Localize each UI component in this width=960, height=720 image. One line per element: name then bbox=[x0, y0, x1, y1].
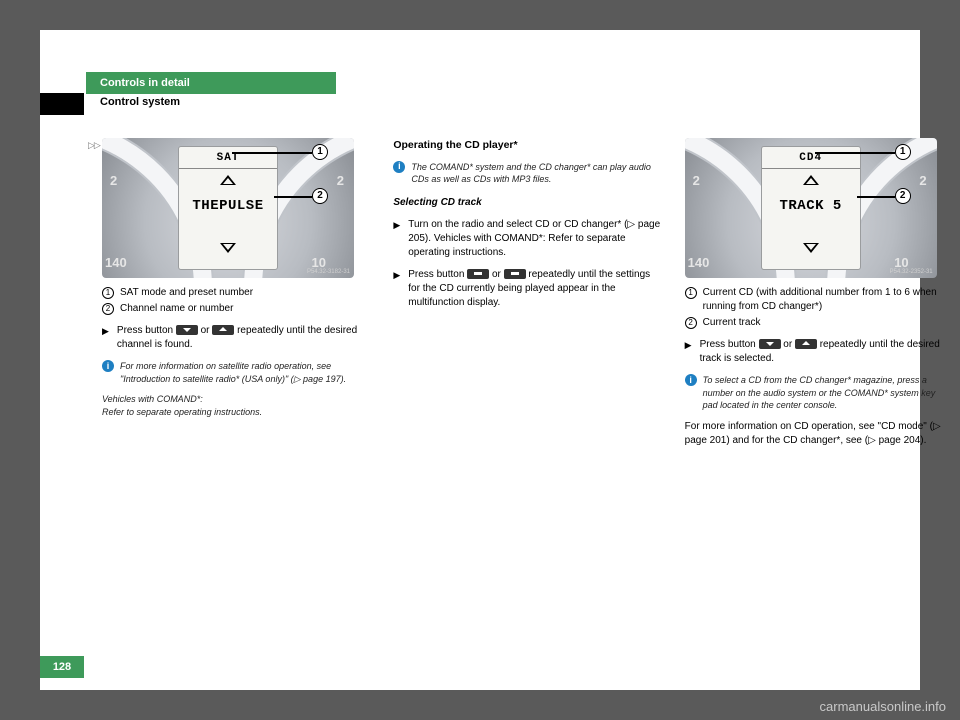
step-row: ▶ Press button or repeatedly until the s… bbox=[393, 268, 660, 310]
button-next-icon bbox=[504, 269, 526, 279]
info-note: i For more information on satellite radi… bbox=[102, 360, 369, 385]
lcd-screen: CD4 TRACK 5 bbox=[761, 146, 861, 270]
step-frag: or bbox=[198, 325, 212, 336]
step-row: ▶ Press button or repeatedly until the d… bbox=[102, 324, 369, 352]
note-text: To select a CD from the CD changer* maga… bbox=[703, 374, 952, 412]
callout-line bbox=[274, 196, 312, 198]
section-title: Control system bbox=[100, 96, 180, 108]
lcd-screen: SAT THEPULSE bbox=[178, 146, 278, 270]
step-frag: Press button bbox=[408, 269, 467, 280]
manual-page: Controls in detail Control system ▷▷ 2 1… bbox=[40, 30, 920, 690]
callout-2: 2 bbox=[895, 188, 911, 204]
step-row: ▶ Press button or repeatedly until the d… bbox=[685, 338, 952, 366]
cd-display-figure: 2 140 2 10 CD4 TRACK 5 1 2 P54.32-2352-3… bbox=[685, 138, 937, 278]
step-frag: or bbox=[781, 339, 795, 350]
button-prev-icon bbox=[467, 269, 489, 279]
watermark: carmanualsonline.info bbox=[820, 699, 946, 714]
button-up-icon bbox=[795, 339, 817, 349]
chapter-title: Controls in detail bbox=[100, 77, 190, 89]
info-icon: i bbox=[393, 161, 405, 173]
legend-row: 2 Channel name or number bbox=[102, 302, 369, 316]
bullet-icon: ▶ bbox=[102, 325, 109, 352]
sat-display-figure: 2 140 2 10 SAT THEPULSE 1 2 P54.32-3182-… bbox=[102, 138, 354, 278]
legend-number-1: 1 bbox=[685, 287, 697, 299]
note-text: For more information on satellite radio … bbox=[120, 360, 369, 385]
legend-number-1: 1 bbox=[102, 287, 114, 299]
column-1: 2 140 2 10 SAT THEPULSE 1 2 P54.32-3182-… bbox=[102, 138, 369, 448]
callout-2: 2 bbox=[312, 188, 328, 204]
callout-line bbox=[857, 196, 895, 198]
step-text: Turn on the radio and select CD or CD ch… bbox=[408, 218, 660, 260]
up-arrow-icon bbox=[220, 175, 236, 185]
up-arrow-icon bbox=[803, 175, 819, 185]
callout-line bbox=[815, 152, 895, 154]
black-tab bbox=[40, 93, 84, 115]
page-number: 128 bbox=[40, 656, 84, 678]
step-text: Press button or repeatedly until the set… bbox=[408, 268, 660, 310]
info-note: i To select a CD from the CD changer* ma… bbox=[685, 374, 952, 412]
image-code: P54.32-3182-31 bbox=[307, 268, 350, 276]
lcd-main-text: TRACK 5 bbox=[762, 197, 860, 217]
step-row: ▶ Turn on the radio and select CD or CD … bbox=[393, 218, 660, 260]
column-2: Operating the CD player* i The COMAND* s… bbox=[393, 138, 660, 448]
legend-text: Current track bbox=[703, 316, 761, 330]
callout-1: 1 bbox=[895, 144, 911, 160]
note-text: Vehicles with COMAND*: Refer to separate… bbox=[102, 394, 262, 417]
legend-number-2: 2 bbox=[685, 317, 697, 329]
gauge-tick: 140 bbox=[105, 254, 127, 272]
callout-1: 1 bbox=[312, 144, 328, 160]
note-text: The COMAND* system and the CD changer* c… bbox=[411, 161, 660, 186]
legend-row: 2 Current track bbox=[685, 316, 952, 330]
step-text: Press button or repeatedly until the des… bbox=[117, 324, 369, 352]
button-down-icon bbox=[176, 325, 198, 335]
lcd-main-text: THEPULSE bbox=[179, 197, 277, 217]
subheading-selecting-track: Selecting CD track bbox=[393, 196, 660, 210]
content-columns: 2 140 2 10 SAT THEPULSE 1 2 P54.32-3182-… bbox=[102, 138, 952, 448]
info-icon: i bbox=[685, 374, 697, 386]
image-code: P54.32-2352-31 bbox=[890, 268, 933, 276]
legend-row: 1 SAT mode and preset number bbox=[102, 286, 369, 300]
step-frag: Press button bbox=[700, 339, 759, 350]
info-note: i The COMAND* system and the CD changer*… bbox=[393, 161, 660, 186]
note-plain: Vehicles with COMAND*: Refer to separate… bbox=[102, 393, 369, 418]
heading-cd-player: Operating the CD player* bbox=[393, 138, 660, 153]
gauge-tick: 2 bbox=[110, 172, 117, 190]
callout-line bbox=[232, 152, 312, 154]
gauge-tick: 2 bbox=[693, 172, 700, 190]
step-frag: or bbox=[489, 269, 503, 280]
legend-number-2: 2 bbox=[102, 303, 114, 315]
step-text: Press button or repeatedly until the des… bbox=[700, 338, 952, 366]
gauge-tick: 2 bbox=[919, 172, 926, 190]
button-down-icon bbox=[759, 339, 781, 349]
bullet-icon: ▶ bbox=[685, 339, 692, 366]
column-3: 2 140 2 10 CD4 TRACK 5 1 2 P54.32-2352-3… bbox=[685, 138, 952, 448]
continuation-marker: ▷▷ bbox=[88, 140, 100, 151]
legend-text: Current CD (with additional number from … bbox=[703, 286, 952, 314]
step-frag: Press button bbox=[117, 325, 176, 336]
paragraph: For more information on CD operation, se… bbox=[685, 420, 952, 448]
chapter-header: Controls in detail bbox=[86, 72, 336, 94]
legend-row: 1 Current CD (with additional number fro… bbox=[685, 286, 952, 314]
gauge-tick: 2 bbox=[337, 172, 344, 190]
info-icon: i bbox=[102, 360, 114, 372]
button-up-icon bbox=[212, 325, 234, 335]
legend-text: Channel name or number bbox=[120, 302, 233, 316]
lcd-header: SAT bbox=[179, 151, 277, 169]
lcd-header: CD4 bbox=[762, 151, 860, 169]
gauge-tick: 140 bbox=[688, 254, 710, 272]
legend-text: SAT mode and preset number bbox=[120, 286, 253, 300]
down-arrow-icon bbox=[220, 243, 236, 253]
down-arrow-icon bbox=[803, 243, 819, 253]
bullet-icon: ▶ bbox=[393, 219, 400, 260]
bullet-icon: ▶ bbox=[393, 269, 400, 310]
